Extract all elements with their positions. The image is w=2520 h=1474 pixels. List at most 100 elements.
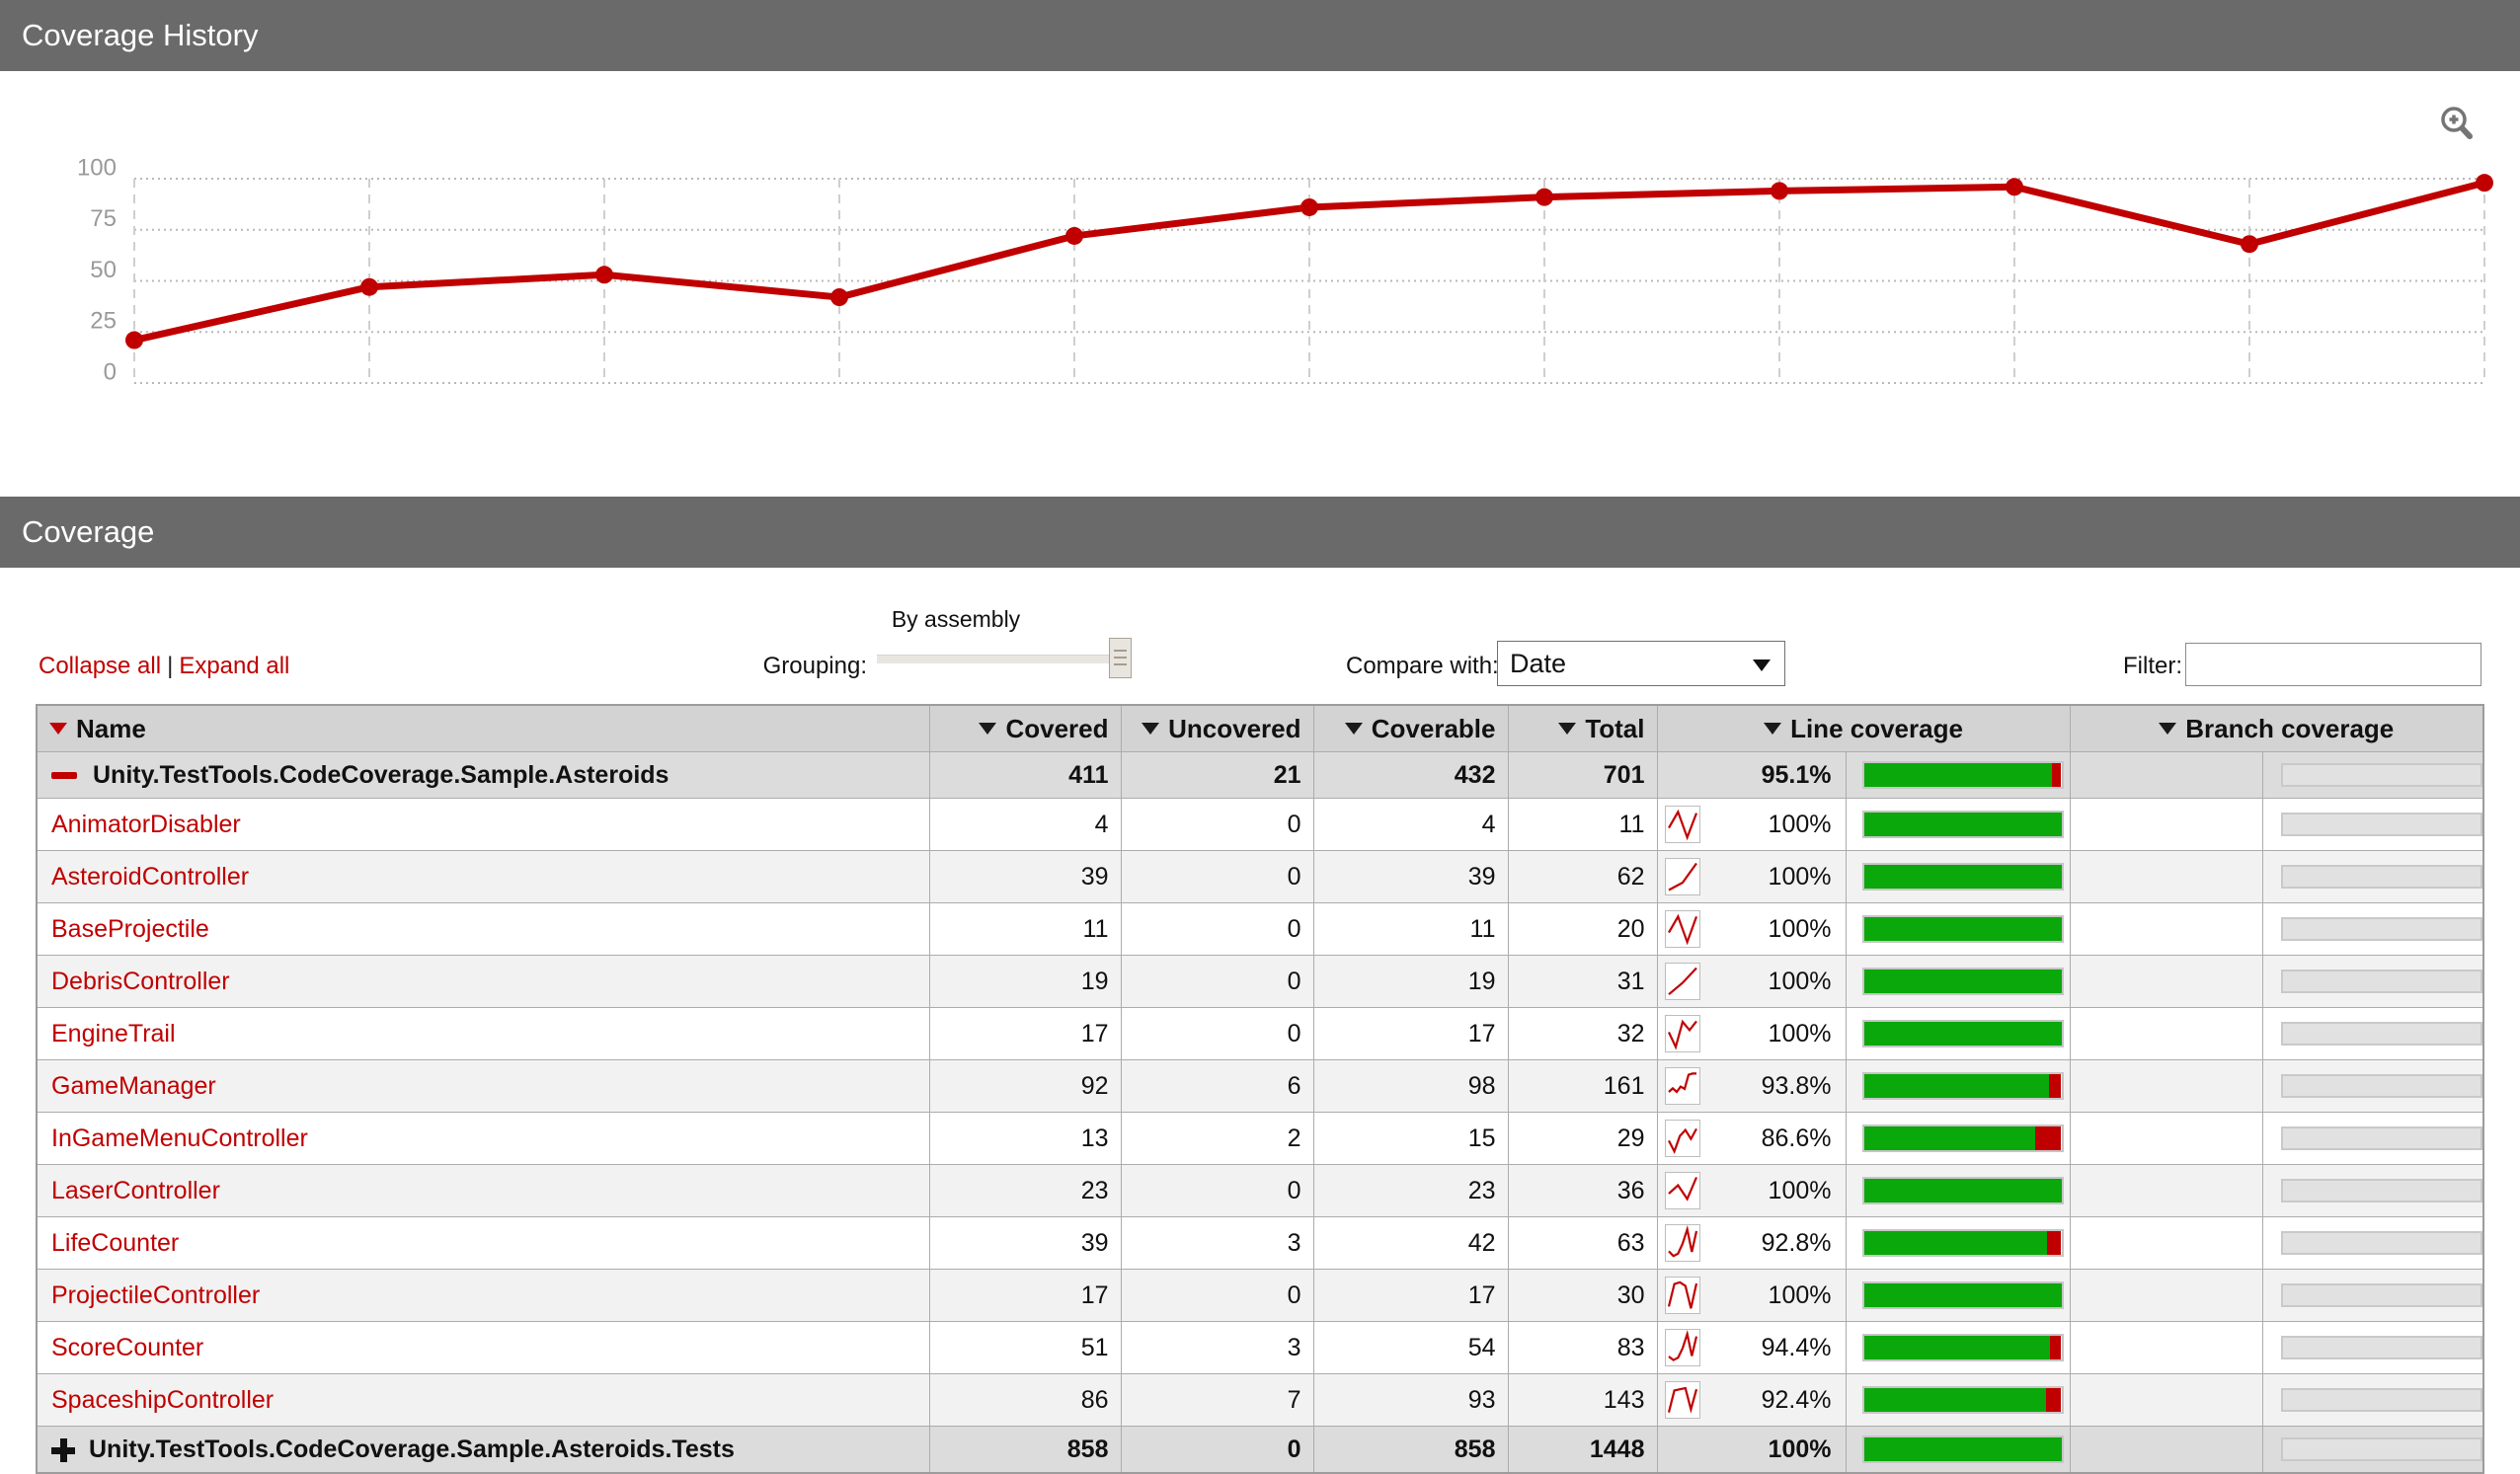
branch-coverage-percent-cell [2069, 1059, 2263, 1113]
line-coverage-bar-cell [1845, 902, 2071, 956]
header-branch-coverage[interactable]: Branch coverage [2069, 704, 2484, 752]
header-line-coverage[interactable]: Line coverage [1656, 704, 2071, 752]
line-coverage-bar [1861, 1386, 2064, 1414]
coverage-table: Name Covered Uncovered Coverable Total L… [36, 704, 2485, 1474]
name-cell: InGameMenuController [36, 1112, 930, 1165]
history-sparkline-icon [1664, 1381, 1700, 1419]
line-coverage-percent: 92.8% [1761, 1228, 1832, 1257]
branch-coverage-percent-cell [2069, 798, 2263, 851]
covered-cell: 23 [928, 1164, 1122, 1217]
grouping-value-label: By assembly [891, 606, 1021, 632]
branch-coverage-bar [2280, 1074, 2482, 1098]
grouping-slider-track[interactable] [877, 655, 1131, 663]
sort-arrow-icon[interactable] [49, 722, 67, 735]
sort-arrow-icon[interactable] [1764, 722, 1782, 735]
line-coverage-bar-cell [1845, 1164, 2071, 1217]
collapse-all-link[interactable]: Collapse all [39, 653, 162, 679]
filter-input[interactable] [2185, 643, 2481, 686]
class-link[interactable]: DebrisController [51, 967, 230, 995]
uncovered-cell: 7 [1120, 1373, 1314, 1427]
class-link[interactable]: LaserController [51, 1176, 220, 1204]
class-row: LaserController 23 0 23 36 100% [36, 1164, 2484, 1217]
covered-bar-segment [1863, 1336, 2051, 1359]
uncovered-cell: 0 [1120, 850, 1314, 903]
name-cell: ScoreCounter [36, 1321, 930, 1374]
covered-cell: 19 [928, 955, 1122, 1008]
branch-coverage-bar-cell [2261, 751, 2484, 799]
uncovered-bar-segment [2046, 1388, 2062, 1412]
branch-coverage-percent-cell [2069, 1007, 2263, 1060]
line-coverage-bar-cell [1845, 751, 2071, 799]
branch-coverage-bar [2280, 1388, 2482, 1412]
compare-with-select[interactable]: Date [1497, 641, 1785, 686]
sort-arrow-icon[interactable] [1558, 722, 1577, 735]
coverage-history-point[interactable] [1300, 197, 1318, 216]
branch-coverage-bar [2280, 1437, 2482, 1461]
sort-arrow-icon[interactable] [979, 722, 997, 735]
class-link[interactable]: EngineTrail [51, 1019, 176, 1047]
coverage-history-point[interactable] [360, 277, 378, 296]
link-separator: | [167, 653, 174, 679]
y-axis-tick-label: 50 [90, 257, 117, 283]
coverage-history-point[interactable] [2006, 178, 2023, 196]
coverable-cell: 432 [1312, 751, 1509, 799]
line-coverage-bar [1861, 1177, 2064, 1204]
sort-arrow-icon[interactable] [1142, 722, 1160, 735]
header-name[interactable]: Name [36, 704, 930, 752]
class-link[interactable]: ProjectileController [51, 1280, 261, 1309]
name-cell: Unity.TestTools.CodeCoverage.Sample.Aste… [36, 1426, 930, 1474]
class-link[interactable]: ScoreCounter [51, 1333, 204, 1361]
header-covered[interactable]: Covered [928, 704, 1122, 752]
class-row: InGameMenuController 13 2 15 29 86.6% [36, 1112, 2484, 1165]
uncovered-bar-segment [2050, 1336, 2062, 1359]
zoom-icon[interactable] [2437, 105, 2477, 148]
header-total[interactable]: Total [1507, 704, 1658, 752]
covered-bar-segment [1863, 1388, 2047, 1412]
class-link[interactable]: AsteroidController [51, 862, 250, 891]
compare-with-selected-value: Date [1510, 649, 1567, 678]
assembly-name: Unity.TestTools.CodeCoverage.Sample.Aste… [89, 1435, 735, 1463]
collapse-expand-links: Collapse all | Expand all [39, 653, 289, 680]
sort-arrow-icon[interactable] [2159, 722, 2177, 735]
total-cell: 143 [1507, 1373, 1658, 1427]
header-coverable[interactable]: Coverable [1312, 704, 1509, 752]
branch-coverage-percent-cell [2069, 1216, 2263, 1270]
branch-coverage-bar-cell [2261, 955, 2484, 1008]
line-coverage-percent-cell: 100% [1656, 850, 1847, 903]
total-cell: 1448 [1507, 1426, 1658, 1474]
coverage-history-point[interactable] [1536, 188, 1553, 206]
coverage-history-point[interactable] [2241, 235, 2258, 254]
class-row: AsteroidController 39 0 39 62 100% [36, 850, 2484, 903]
class-link[interactable]: SpaceshipController [51, 1385, 275, 1414]
uncovered-cell: 21 [1120, 751, 1314, 799]
coverage-history-point[interactable] [1771, 182, 1788, 200]
collapse-icon[interactable] [51, 772, 77, 780]
class-link[interactable]: AnimatorDisabler [51, 810, 241, 838]
header-uncovered[interactable]: Uncovered [1120, 704, 1314, 752]
total-cell: 11 [1507, 798, 1658, 851]
class-link[interactable]: InGameMenuController [51, 1124, 308, 1152]
line-coverage-bar [1861, 1435, 2064, 1463]
class-link[interactable]: BaseProjectile [51, 914, 209, 943]
coverage-history-point[interactable] [2476, 174, 2493, 193]
class-link[interactable]: GameManager [51, 1071, 216, 1100]
name-cell: SpaceshipController [36, 1373, 930, 1427]
line-coverage-percent-cell: 86.6% [1656, 1112, 1847, 1165]
sort-arrow-icon[interactable] [1344, 722, 1363, 735]
coverage-history-point[interactable] [125, 331, 143, 349]
history-sparkline-icon [1664, 963, 1700, 1000]
coverage-controls: Collapse all | Expand all Grouping: By ass… [0, 568, 2520, 704]
grouping-slider-handle[interactable] [1109, 638, 1132, 678]
line-coverage-bar [1861, 811, 2064, 838]
coverage-history-point[interactable] [830, 288, 848, 307]
class-link[interactable]: LifeCounter [51, 1228, 180, 1257]
expand-all-link[interactable]: Expand all [179, 653, 290, 679]
coverage-history-point[interactable] [1065, 226, 1083, 245]
coverage-history-point[interactable] [595, 266, 613, 284]
expand-icon[interactable] [51, 1437, 75, 1462]
name-cell: LaserController [36, 1164, 930, 1217]
assembly-row: Unity.TestTools.CodeCoverage.Sample.Aste… [36, 751, 2484, 799]
line-coverage-bar-cell [1845, 1269, 2071, 1322]
covered-cell: 11 [928, 902, 1122, 956]
uncovered-cell: 0 [1120, 955, 1314, 1008]
